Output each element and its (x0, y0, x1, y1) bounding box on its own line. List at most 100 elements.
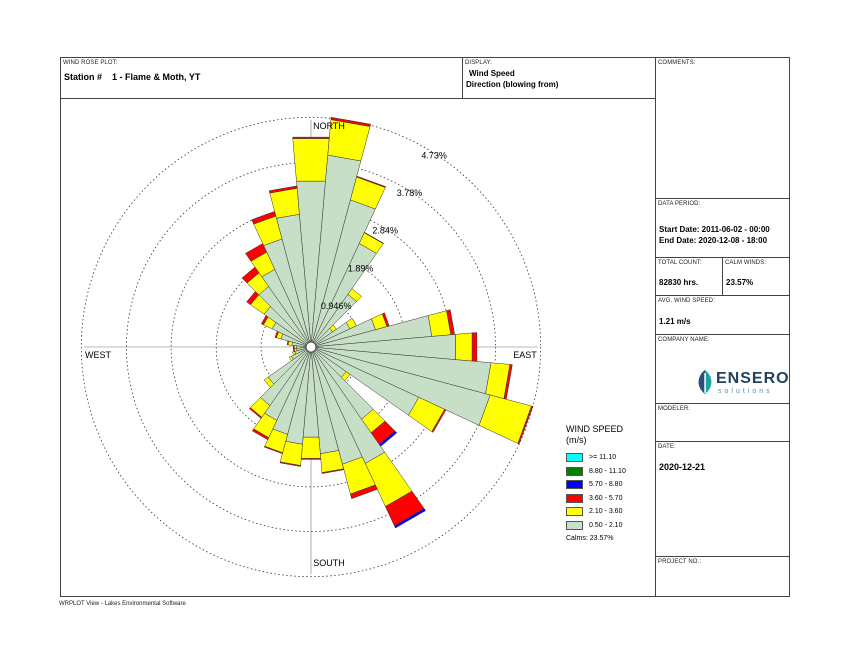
company-logo-subtext: solutions (718, 388, 773, 395)
ring-label-3: 2.84% (372, 226, 398, 236)
petal-260-bin-2 (292, 348, 295, 352)
petal-0-bin-2 (292, 136, 330, 139)
leaf-logo-icon (698, 370, 712, 394)
total-count-label: TOTAL COUNT: (658, 260, 702, 266)
legend-swatch (566, 480, 583, 489)
project-label: PROJECT NO.: (658, 559, 702, 565)
label-north: NORTH (313, 121, 345, 131)
petal-180-bin-1 (300, 436, 322, 459)
total-count-cell: TOTAL COUNT: 82830 hrs. (655, 257, 722, 295)
petal-0-bin-1 (292, 138, 330, 182)
petal-230-bin-1 (263, 376, 275, 388)
petal-270-bin-1 (293, 345, 297, 349)
legend-item: 3.60 - 5.70 (566, 493, 623, 503)
start-date: Start Date: 2011-06-02 - 00:00 (659, 225, 770, 234)
petal-90-bin-2 (471, 332, 478, 362)
petal-40-bin-1 (347, 288, 362, 302)
side-divider-4 (655, 334, 790, 335)
petal-10-bin-2 (330, 116, 372, 127)
ring-label-4: 3.78% (397, 188, 423, 198)
ring-label-1: 0.946% (321, 301, 352, 311)
display-label: DISPLAY: (465, 60, 493, 66)
legend-label: 2.10 - 3.60 (589, 508, 623, 515)
ring-5 (80, 116, 542, 578)
ring-label-5: 4.73% (421, 150, 447, 160)
petal-210-bin-2 (251, 428, 270, 441)
legend-label: 5.70 - 8.80 (589, 481, 623, 488)
legend-label: >= 11.10 (589, 454, 617, 461)
side-divider-3 (655, 295, 790, 296)
legend-swatch (566, 466, 583, 476)
legend-label: 0.50 - 2.10 (589, 521, 623, 529)
plot-frame (60, 57, 790, 597)
legend-label: 8.80 - 11.10 (589, 467, 626, 475)
petal-250-bin-1 (292, 351, 297, 356)
legend-item: 0.50 - 2.10 (566, 520, 623, 530)
petal-20-bin-2 (356, 175, 387, 188)
avg-speed-label: AVG. WIND SPEED: (658, 298, 715, 304)
petal-90-bin-1 (455, 332, 473, 362)
legend-title: WIND SPEED (566, 424, 624, 434)
legend-label: 3.60 - 5.70 (589, 494, 623, 502)
side-divider-7 (655, 556, 790, 557)
calm-winds-label: CALM WINDS: (725, 260, 767, 266)
plot-label: WIND ROSE PLOT: (63, 60, 118, 66)
footer-credit: WRPLOT View - Lakes Environmental Softwa… (59, 601, 186, 607)
end-date: End Date: 2020-12-08 - 18:00 (659, 236, 768, 245)
header-plot-cell: WIND ROSE PLOT: Station # 1 - Flame & Mo… (60, 57, 462, 98)
side-divider-5 (655, 403, 790, 404)
calm-center (305, 341, 317, 353)
calms-text: Calms: 23.57% (566, 535, 614, 542)
legend-swatch (566, 453, 583, 462)
company-cell: COMPANY NAME: ENSERO solutions (655, 334, 790, 403)
modeler-cell: MODELER: (655, 403, 790, 441)
legend-unit: (m/s) (566, 435, 587, 445)
label-east: EAST (513, 350, 537, 360)
display-line-2: Direction (blowing from) (466, 80, 559, 89)
company-logo-text: ENSERO (716, 370, 790, 387)
calm-winds-value: 23.57% (726, 278, 754, 287)
petal-240-bin-1 (288, 355, 294, 362)
legend-swatch (566, 507, 583, 516)
calm-winds-cell: CALM WINDS: 23.57% (722, 257, 790, 295)
comments-label: COMMENTS: (658, 60, 696, 66)
side-panel-divider (655, 57, 656, 597)
petal-30-bin-2 (363, 231, 384, 245)
petal-120-bin-2 (431, 409, 447, 433)
header-split-line (462, 57, 463, 98)
petal-110-bin-2 (517, 405, 534, 445)
date-label: DATE: (658, 444, 676, 450)
petal-160-bin-2 (350, 484, 378, 499)
avg-speed-cell: AVG. WIND SPEED: 1.21 m/s (655, 295, 790, 334)
petal-350-bin-2 (268, 185, 298, 194)
legend-item: 8.80 - 11.10 (566, 466, 626, 476)
legend-swatch (566, 493, 583, 503)
petal-270-bin-2 (292, 345, 295, 349)
comments-cell: COMMENTS: (655, 57, 790, 198)
total-count-value: 82830 hrs. (659, 278, 699, 287)
side-divider-6 (655, 441, 790, 442)
legend-swatch (566, 520, 583, 530)
station-name: Station # 1 - Flame & Moth, YT (64, 72, 201, 82)
header-divider (60, 98, 655, 99)
data-period-label: DATA PERIOD: (658, 201, 701, 207)
legend-item: >= 11.10 (566, 453, 616, 462)
petal-180-bin-2 (300, 458, 322, 460)
date-cell: DATE: 2020-12-21 (655, 441, 790, 556)
legend-item: 5.70 - 8.80 (566, 480, 622, 489)
data-period-cell: DATA PERIOD: Start Date: 2011-06-02 - 00… (655, 198, 790, 257)
modeler-label: MODELER: (658, 406, 691, 412)
display-line-1: Wind Speed (469, 69, 515, 78)
side-divider-count (722, 257, 723, 295)
petal-170-bin-2 (321, 468, 345, 474)
petal-220-bin-2 (248, 407, 263, 419)
header-display-cell: DISPLAY: Wind Speed Direction (blowing f… (462, 57, 655, 98)
label-south: SOUTH (313, 558, 345, 568)
side-divider-1 (655, 198, 790, 199)
date-value: 2020-12-21 (659, 462, 706, 472)
legend-item: 2.10 - 3.60 (566, 507, 622, 516)
label-west: WEST (85, 350, 112, 360)
company-label: COMPANY NAME: (658, 337, 710, 343)
petal-200-bin-2 (263, 445, 283, 455)
